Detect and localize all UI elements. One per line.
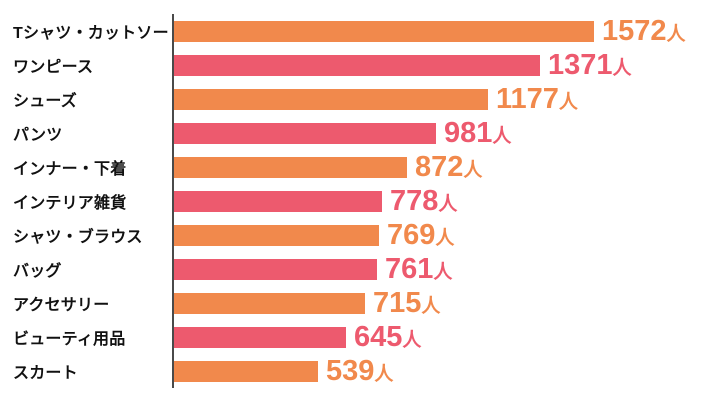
chart-row: シューズ 1177人 bbox=[0, 82, 718, 116]
bar-area: 715人 bbox=[172, 286, 718, 320]
unit-suffix: 人 bbox=[492, 125, 512, 147]
value-number: 539 bbox=[326, 354, 375, 387]
unit-suffix: 人 bbox=[463, 159, 483, 181]
value-number: 715 bbox=[373, 286, 422, 319]
bar-area: 761人 bbox=[172, 252, 718, 286]
chart-row: インナー・下着 872人 bbox=[0, 150, 718, 184]
chart-row: バッグ 761人 bbox=[0, 252, 718, 286]
category-label: スカート bbox=[13, 365, 78, 382]
bar bbox=[174, 88, 488, 110]
value-label: 1572人 bbox=[602, 14, 686, 47]
bar bbox=[174, 258, 377, 280]
bar bbox=[174, 20, 594, 42]
chart-row: アクセサリー 715人 bbox=[0, 286, 718, 320]
value-label: 1371人 bbox=[548, 48, 632, 81]
unit-suffix: 人 bbox=[435, 227, 455, 249]
value-label: 769人 bbox=[387, 218, 455, 251]
bar-area: 539人 bbox=[172, 354, 718, 388]
value-label: 715人 bbox=[373, 286, 441, 319]
bar-area: 1572人 bbox=[172, 14, 718, 48]
bar-area: 769人 bbox=[172, 218, 718, 252]
category-label: パンツ bbox=[13, 127, 63, 144]
category-label: インナー・下着 bbox=[13, 161, 127, 178]
bar-area: 778人 bbox=[172, 184, 718, 218]
bar-area: 872人 bbox=[172, 150, 718, 184]
unit-suffix: 人 bbox=[438, 193, 458, 215]
value-label: 981人 bbox=[444, 116, 512, 149]
chart-row: シャツ・ブラウス 769人 bbox=[0, 218, 718, 252]
category-label: インテリア雑貨 bbox=[13, 195, 127, 212]
bar bbox=[174, 54, 540, 76]
unit-suffix: 人 bbox=[558, 91, 578, 113]
chart-row: ワンピース 1371人 bbox=[0, 48, 718, 82]
bar bbox=[174, 156, 407, 178]
value-label: 872人 bbox=[415, 150, 483, 183]
bar bbox=[174, 190, 382, 212]
bar bbox=[174, 224, 379, 246]
bar-area: 981人 bbox=[172, 116, 718, 150]
category-label: ビューティ用品 bbox=[13, 331, 126, 348]
value-number: 761 bbox=[385, 252, 434, 285]
unit-suffix: 人 bbox=[433, 261, 453, 283]
category-label: バッグ bbox=[13, 263, 62, 280]
unit-suffix: 人 bbox=[612, 57, 632, 79]
unit-suffix: 人 bbox=[374, 363, 394, 385]
value-number: 872 bbox=[415, 150, 464, 183]
chart-row: パンツ 981人 bbox=[0, 116, 718, 150]
chart-row: ビューティ用品 645人 bbox=[0, 320, 718, 354]
chart-row: インテリア雑貨 778人 bbox=[0, 184, 718, 218]
value-label: 761人 bbox=[385, 252, 453, 285]
category-label: ワンピース bbox=[13, 59, 94, 76]
category-label: シャツ・ブラウス bbox=[13, 229, 143, 246]
value-number: 778 bbox=[390, 184, 439, 217]
value-number: 1177 bbox=[496, 82, 559, 115]
bar bbox=[174, 292, 365, 314]
chart-rows: Tシャツ・カットソー 1572人 ワンピース 1371人 シューズ 1177人 パンツ 981… bbox=[0, 14, 718, 388]
bar bbox=[174, 360, 318, 382]
bar bbox=[174, 122, 436, 144]
category-label: アクセサリー bbox=[13, 297, 110, 314]
chart-row: Tシャツ・カットソー 1572人 bbox=[0, 14, 718, 48]
value-number: 645 bbox=[354, 320, 403, 353]
unit-suffix: 人 bbox=[402, 329, 422, 351]
unit-suffix: 人 bbox=[421, 295, 441, 317]
value-label: 778人 bbox=[390, 184, 458, 217]
bar-area: 1177人 bbox=[172, 82, 718, 116]
bar-area: 1371人 bbox=[172, 48, 718, 82]
value-label: 645人 bbox=[354, 320, 422, 353]
value-number: 1572 bbox=[602, 14, 667, 47]
value-label: 539人 bbox=[326, 354, 394, 387]
bar bbox=[174, 326, 346, 348]
value-number: 1371 bbox=[548, 48, 613, 81]
category-label: シューズ bbox=[13, 93, 78, 110]
value-label: 1177人 bbox=[496, 82, 578, 115]
bar-area: 645人 bbox=[172, 320, 718, 354]
value-number: 981 bbox=[444, 116, 493, 149]
chart-row: スカート 539人 bbox=[0, 354, 718, 388]
unit-suffix: 人 bbox=[666, 23, 686, 45]
category-label: Tシャツ・カットソー bbox=[13, 25, 169, 42]
value-number: 769 bbox=[387, 218, 436, 251]
